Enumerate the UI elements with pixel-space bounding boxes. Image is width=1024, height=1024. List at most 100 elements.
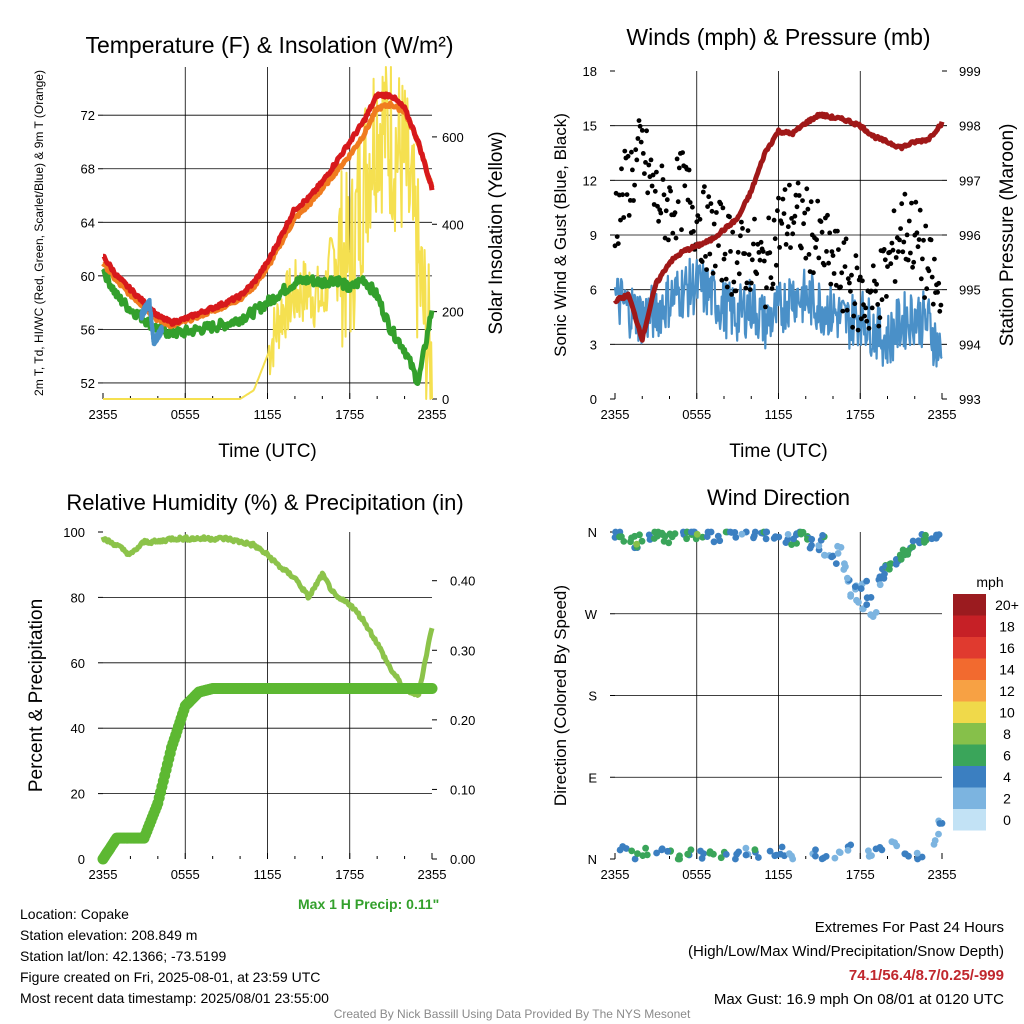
gust-point xyxy=(723,276,729,282)
x-tick-label-temperature: 0555 xyxy=(171,407,200,422)
gust-point xyxy=(900,249,906,255)
gust-point xyxy=(645,190,651,196)
direction-point xyxy=(633,540,640,548)
gust-point xyxy=(642,171,647,177)
gust-point xyxy=(814,237,819,243)
direction-point xyxy=(914,855,921,863)
y-right-tick-label-humidity: 0.30 xyxy=(450,643,475,658)
gust-point xyxy=(748,280,754,286)
gust-point xyxy=(848,288,853,294)
direction-point xyxy=(868,852,875,859)
direction-point xyxy=(717,854,725,862)
gust-point xyxy=(920,256,925,262)
direction-point xyxy=(735,848,742,856)
gust-point xyxy=(752,216,757,222)
gust-point xyxy=(764,285,769,291)
gust-point xyxy=(870,263,876,269)
gust-point xyxy=(875,302,881,307)
y-tick-label-winds: 6 xyxy=(590,283,597,298)
gust-point xyxy=(703,254,708,259)
gust-point xyxy=(772,236,778,242)
gust-point xyxy=(673,235,679,241)
direction-point xyxy=(742,851,750,859)
direction-point xyxy=(628,847,636,855)
gust-point xyxy=(901,239,907,245)
gust-point xyxy=(780,196,786,202)
gust-point xyxy=(842,264,848,269)
gust-point xyxy=(800,198,805,204)
gust-point xyxy=(630,167,635,173)
gust-point xyxy=(712,263,718,269)
gust-point xyxy=(898,226,903,232)
direction-point xyxy=(658,845,666,853)
direction-point xyxy=(893,842,901,850)
legend-swatch xyxy=(953,658,986,680)
gust-point xyxy=(917,207,923,213)
gust-point xyxy=(877,315,883,321)
gust-point xyxy=(852,301,858,307)
x-tick-label-humidity: 1155 xyxy=(254,867,282,882)
recent-data-text: Most recent data timestamp: 2025/08/01 2… xyxy=(20,990,329,1006)
y-right-axis-label-winds: Station Pressure (Maroon) xyxy=(997,124,1018,347)
gust-point xyxy=(621,215,627,220)
gust-point xyxy=(704,267,709,272)
y-tick-label-temperature: 56 xyxy=(81,322,95,337)
gust-point xyxy=(849,272,854,278)
created-text: Figure created on Fri, 2025-08-01, at 23… xyxy=(20,969,321,985)
gust-point xyxy=(695,213,701,219)
gust-point xyxy=(853,253,859,259)
extremes-title: Extremes For Past 24 Hours xyxy=(814,919,1004,936)
gust-point xyxy=(926,268,932,274)
gust-point xyxy=(625,153,631,159)
y-right-tick-label-humidity: 0.10 xyxy=(450,782,475,797)
direction-point xyxy=(622,845,630,852)
gust-point xyxy=(672,210,678,216)
gust-point xyxy=(654,169,659,175)
gust-point xyxy=(896,249,901,255)
gust-point xyxy=(864,318,870,324)
gust-point xyxy=(792,213,798,219)
y-right-tick-label-humidity: 0.00 xyxy=(450,852,475,867)
gust-point xyxy=(914,230,920,236)
gust-point xyxy=(775,208,780,214)
gust-point xyxy=(773,262,779,268)
gust-point xyxy=(638,139,644,145)
y-right-tick-label-temperature: 600 xyxy=(442,130,464,145)
direction-point xyxy=(905,852,912,860)
gust-point xyxy=(902,191,908,197)
gust-point xyxy=(804,186,810,192)
legend-swatch xyxy=(953,809,986,831)
gust-point xyxy=(841,240,847,246)
y-tick-label-humidity: 60 xyxy=(71,656,85,671)
direction-point xyxy=(778,843,786,851)
y-axis-label-humidity: Percent & Precipitation xyxy=(26,599,47,792)
gust-point xyxy=(835,228,840,234)
gust-point xyxy=(838,284,843,290)
y-tick-label-humidity: 0 xyxy=(78,852,85,867)
legend-label: 20+ xyxy=(995,597,1019,613)
chart-title-wind-direction: Wind Direction xyxy=(707,485,850,510)
gust-point xyxy=(795,180,801,186)
gust-point xyxy=(936,280,942,286)
gust-point xyxy=(915,244,921,250)
gust-point xyxy=(682,183,688,189)
y-tick-label-humidity: 40 xyxy=(71,721,85,736)
gust-point xyxy=(668,188,673,194)
y-tick-label-temperature: 72 xyxy=(81,108,95,123)
direction-point xyxy=(782,539,790,546)
direction-point xyxy=(931,837,939,844)
gust-point xyxy=(874,281,879,287)
gust-point xyxy=(679,227,684,233)
gust-point xyxy=(928,237,934,243)
direction-point xyxy=(872,609,880,616)
x-tick-label-winds: 0555 xyxy=(682,407,711,422)
gust-point xyxy=(731,279,737,285)
max-precip-label: Max 1 H Precip: 0.11" xyxy=(298,896,440,912)
direction-point xyxy=(777,850,784,858)
gust-point xyxy=(648,157,654,163)
gust-point xyxy=(879,297,885,303)
y-right-tick-label-winds: 993 xyxy=(959,392,981,407)
direction-point xyxy=(684,850,692,858)
direction-point xyxy=(703,533,711,540)
gust-point xyxy=(721,256,727,262)
